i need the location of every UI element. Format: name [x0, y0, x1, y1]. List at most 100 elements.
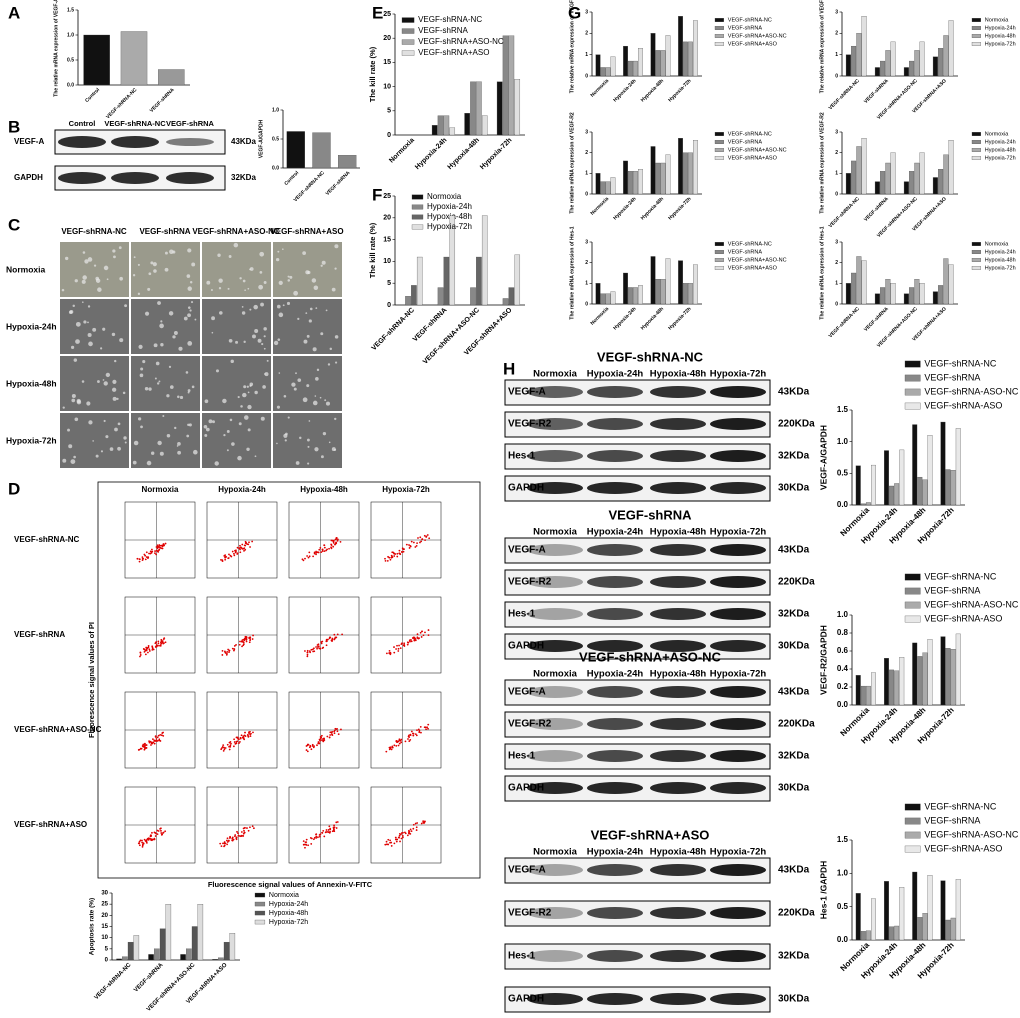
bar [683, 152, 688, 195]
blot-band [650, 418, 706, 430]
blot-band [710, 686, 766, 698]
event [249, 735, 252, 738]
cell [71, 394, 76, 399]
event [325, 644, 328, 647]
cell [212, 420, 215, 424]
event [414, 733, 417, 736]
bar [443, 115, 450, 136]
event [384, 843, 387, 846]
event [139, 655, 141, 658]
cell [295, 372, 297, 375]
bar [595, 54, 601, 77]
event [398, 834, 401, 837]
cell [191, 385, 195, 389]
cell [204, 399, 209, 404]
legend-swatch [254, 919, 266, 925]
bar [899, 449, 905, 506]
blot-band [527, 576, 583, 588]
event [393, 842, 396, 845]
bar [874, 181, 880, 195]
cell [223, 434, 226, 437]
cell [191, 301, 194, 304]
cell [187, 286, 192, 291]
event [420, 822, 423, 825]
cell [334, 244, 339, 249]
blot-band [111, 172, 159, 184]
x-tick-label: Hypoxia-48h [640, 306, 665, 331]
bar [912, 871, 918, 941]
blot-band [527, 686, 583, 698]
cell [305, 312, 308, 314]
cell [100, 347, 103, 350]
blot-band [587, 686, 643, 698]
blot-size-label: 43KDa [778, 687, 810, 698]
event [396, 741, 399, 744]
event [241, 548, 244, 550]
blot-band [710, 907, 766, 919]
legend-label: VEGF-shRNA-ASO-NC [924, 599, 1019, 609]
cell [74, 279, 78, 283]
event [393, 646, 395, 648]
event [240, 734, 243, 737]
flow-column-label: Hypoxia-24h [218, 485, 266, 494]
event [410, 540, 413, 543]
event [408, 740, 411, 743]
bar [481, 215, 488, 306]
legend-label: VEGF-shRNA+ASO-NC [418, 37, 504, 46]
cell [229, 418, 233, 422]
event [416, 633, 419, 636]
cell [217, 253, 221, 257]
event [151, 548, 153, 551]
y-axis-label: Apoptosis rate (%) [89, 898, 96, 955]
event [315, 835, 318, 838]
cell [311, 278, 317, 283]
blot-band [587, 950, 643, 962]
bar [437, 115, 444, 136]
event [333, 730, 336, 733]
micrograph [60, 242, 129, 297]
cell [308, 319, 312, 323]
event [147, 651, 149, 654]
event [160, 734, 163, 737]
event [394, 838, 397, 841]
bar [655, 162, 661, 195]
legend-label: VEGF-shRNA-NC [924, 571, 997, 581]
bar [927, 639, 933, 706]
legend-swatch [714, 42, 724, 46]
cell [299, 436, 302, 440]
cell [218, 287, 222, 290]
event [336, 821, 339, 823]
cell [75, 321, 81, 327]
cell [254, 390, 258, 395]
cell [327, 363, 331, 366]
blot-size-label: 30KDa [778, 483, 810, 494]
cell [312, 400, 318, 406]
blot-size-label: 30KDa [778, 994, 810, 1005]
event [319, 737, 322, 740]
event [333, 633, 336, 636]
event [389, 839, 392, 842]
cell [241, 306, 244, 308]
event [221, 649, 224, 652]
event [237, 834, 240, 837]
y-tick-label: 10 [383, 83, 391, 90]
bar [191, 926, 198, 961]
blot-row-label: VEGF-A [508, 545, 546, 556]
cell [178, 346, 183, 351]
cell [277, 338, 281, 341]
event [333, 828, 335, 831]
cell [334, 335, 339, 339]
blot-band [650, 640, 706, 652]
bar [889, 926, 895, 941]
bar [186, 948, 192, 961]
event [237, 832, 239, 835]
bar [948, 140, 954, 195]
event [326, 735, 329, 738]
bar [894, 925, 900, 941]
bar [851, 160, 857, 195]
cell [275, 257, 280, 262]
blot-band [650, 450, 706, 462]
event [405, 543, 408, 546]
x-tick-label: VEGF-shRNA-NC [371, 307, 416, 352]
flow-column-label: Hypoxia-48h [300, 485, 348, 494]
